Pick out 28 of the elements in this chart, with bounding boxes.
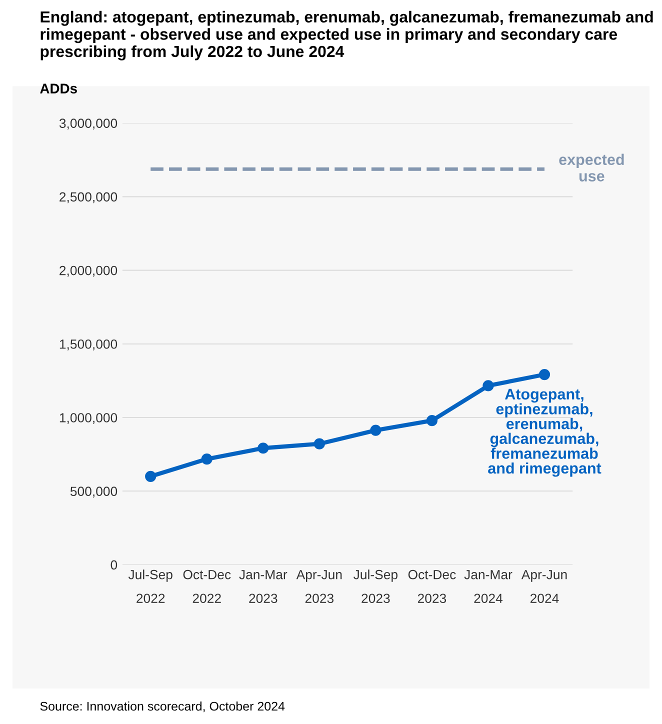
y-tick-label: 1,500,000 xyxy=(60,339,118,350)
point xyxy=(314,438,325,450)
ref-line-label: expected use xyxy=(559,154,624,182)
y-tick-label: 0 xyxy=(110,560,118,570)
y-tick-label: 500,000 xyxy=(70,486,118,498)
point xyxy=(482,380,494,392)
y-axis-title: ADDs xyxy=(40,84,77,94)
x-tick-label: Apr-Jun 2024 xyxy=(521,570,567,604)
point xyxy=(201,453,212,465)
point xyxy=(370,424,382,436)
series-label: Atogepant, eptinezumab, erenumab, galcanezumab, fremanezumab and rimegepant xyxy=(488,388,602,477)
x-tick-label: Jul-Sep 2023 xyxy=(354,570,398,604)
point xyxy=(538,368,550,380)
y-tick-label: 3,000,000 xyxy=(59,118,118,130)
point xyxy=(258,442,269,454)
point xyxy=(145,470,156,482)
x-tick-label: Apr-Jun 2023 xyxy=(296,570,342,604)
y-tick-label: 2,000,000 xyxy=(60,266,118,277)
point xyxy=(426,415,438,426)
chart-title: England: atogepant, eptinezumab, erenumab, galcanezumab, fremanezumab and rimegepant - observed use and expected use in primary and secondary care prescribing from July 2022 to June 2024 xyxy=(40,10,653,60)
x-tick-label: Oct-Dec 2022 xyxy=(183,570,231,604)
x-tick-label: Oct-Dec 2023 xyxy=(408,570,456,604)
x-tick-label: Jul-Sep 2022 xyxy=(128,570,172,604)
source-note: Source: Innovation scorecard, October 2024 xyxy=(40,701,285,712)
x-tick-label: Jan-Mar 2024 xyxy=(464,570,512,604)
y-tick-label: 1,000,000 xyxy=(60,413,118,424)
x-tick-label: Jan-Mar 2023 xyxy=(239,570,288,604)
y-tick-label: 2,500,000 xyxy=(60,192,118,204)
